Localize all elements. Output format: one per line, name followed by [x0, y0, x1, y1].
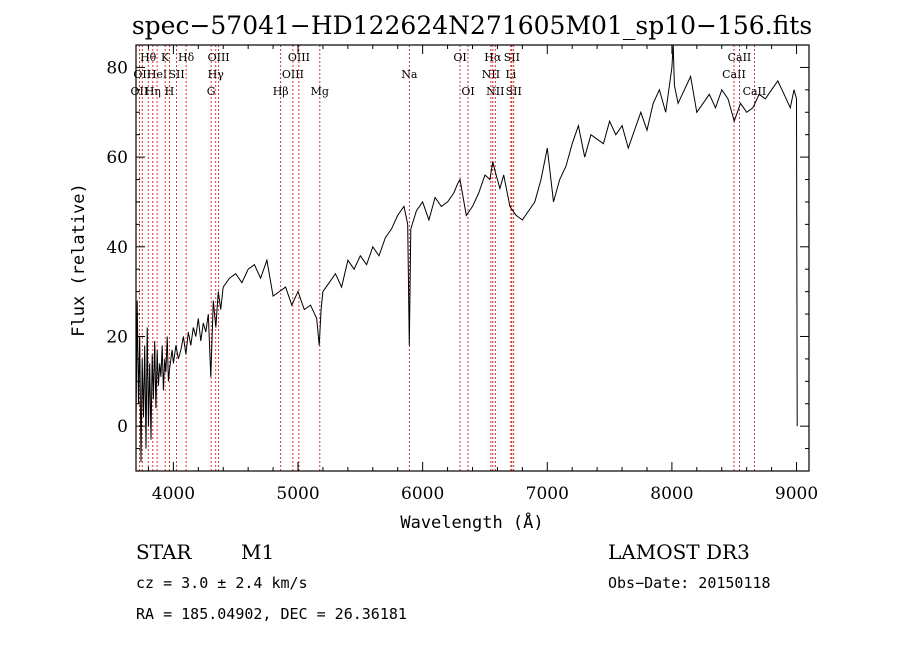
y-tick-label: 60 — [106, 148, 128, 168]
y-axis-label: Flux (relative) — [69, 183, 89, 337]
y-tick-label: 80 — [106, 58, 128, 78]
line-marker-label: OII — [133, 68, 151, 81]
line-marker-label: CaII — [722, 68, 746, 81]
line-marker-label: Hθ — [140, 51, 157, 64]
line-marker-label: Mg — [311, 85, 329, 98]
line-marker-label: OIII — [208, 51, 230, 64]
survey-name: LAMOST DR3 — [608, 540, 750, 564]
x-axis: 4000 5000 6000 7000 8000 9000 — [147, 45, 818, 504]
line-marker-label: SII — [169, 68, 185, 81]
line-marker-label: K — [161, 51, 170, 64]
x-axis-label: Wavelength (Å) — [400, 511, 543, 533]
line-marker-label: Hβ — [273, 85, 289, 98]
line-marker-label: Hγ — [208, 68, 225, 81]
line-marker-label: Na — [401, 68, 418, 81]
line-marker-label: SII — [506, 85, 522, 98]
line-marker-label: Li — [505, 68, 516, 81]
x-tick-label: 6000 — [401, 484, 444, 504]
x-tick-label: 8000 — [650, 484, 693, 504]
line-marker-label: NII — [482, 68, 500, 81]
y-tick-label: 40 — [106, 238, 128, 258]
line-marker-label: CaII — [743, 85, 767, 98]
line-marker-label: HeI — [147, 68, 167, 81]
line-marker-label: OI — [461, 85, 474, 98]
x-tick-label: 7000 — [526, 484, 569, 504]
y-tick-label: 0 — [117, 417, 128, 437]
coordinates: RA = 185.04902, DEC = 26.36181 — [136, 605, 407, 623]
x-tick-label: 4000 — [152, 484, 195, 504]
spectrum-series-line — [135, 44, 798, 463]
line-marker-label: CaII — [728, 51, 752, 64]
spectral-line-markers: OII OII Hθ Hη HeI K H SII Hδ G Hγ OIII Hβ OIII OIII Mg N… — [131, 45, 767, 471]
line-marker-label: SII — [504, 51, 520, 64]
plot-area — [135, 44, 798, 463]
y-tick-label: 20 — [106, 327, 128, 347]
line-marker-label: OIII — [282, 68, 304, 81]
line-marker-label: OII — [131, 85, 149, 98]
observation-date: Obs−Date: 20150118 — [608, 574, 771, 592]
line-marker-label: H — [165, 85, 175, 98]
line-marker-label: OI — [453, 51, 466, 64]
object-class: STAR — [136, 540, 192, 564]
x-tick-label: 9000 — [775, 484, 818, 504]
line-marker-label: OIII — [288, 51, 310, 64]
object-subclass: M1 — [241, 540, 274, 564]
plot-frame — [135, 44, 810, 472]
line-marker-label: Hη — [145, 85, 161, 98]
line-marker-label: G — [207, 85, 216, 98]
line-marker-label: Hδ — [178, 51, 195, 64]
line-marker-label: NII — [486, 85, 504, 98]
x-tick-label: 5000 — [276, 484, 319, 504]
y-axis: 0 20 40 60 80 — [106, 44, 809, 472]
redshift-velocity: cz = 3.0 ± 2.4 km/s — [136, 574, 308, 592]
chart-title: spec−57041−HD122624N271605M01_sp10−156.f… — [132, 11, 812, 40]
line-marker-label: Hα — [484, 51, 502, 64]
